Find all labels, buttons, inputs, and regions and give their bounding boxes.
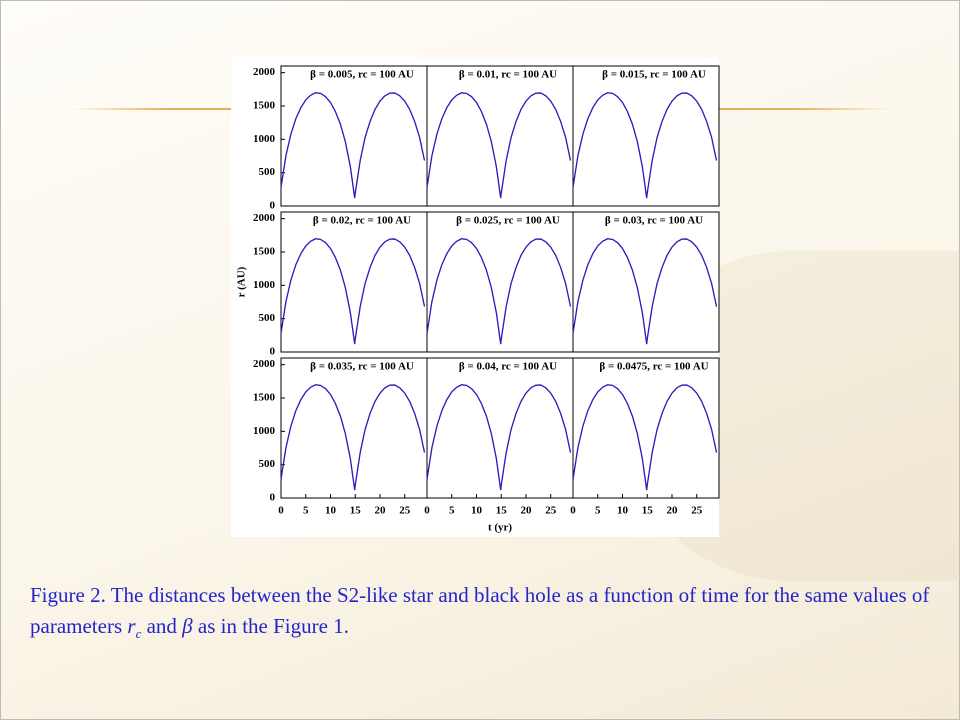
y-tick-label: 1500 <box>253 246 276 258</box>
panel-title: β = 0.03, rc = 100 AU <box>605 215 703 227</box>
y-tick-label: 0 <box>270 492 276 504</box>
panel-title: β = 0.015, rc = 100 AU <box>602 69 706 81</box>
y-axis-label: r (AU) <box>236 266 248 297</box>
y-tick-label: 1000 <box>253 133 276 145</box>
caption-text: as in the Figure 1. <box>192 614 349 638</box>
data-line <box>280 384 426 491</box>
data-line <box>280 238 426 345</box>
y-tick-label: 500 <box>259 312 276 324</box>
y-tick-label: 1500 <box>253 100 276 112</box>
panel-title: β = 0.035, rc = 100 AU <box>310 361 414 373</box>
x-tick-label: 0 <box>570 505 576 517</box>
data-line <box>572 238 718 345</box>
x-tick-label: 5 <box>449 505 455 517</box>
panel-title: β = 0.005, rc = 100 AU <box>310 69 414 81</box>
y-tick-label: 500 <box>259 458 276 470</box>
x-tick-label: 0 <box>424 505 430 517</box>
x-tick-label: 15 <box>496 505 508 517</box>
x-tick-label: 5 <box>303 505 309 517</box>
figure-background <box>231 57 719 537</box>
x-tick-label: 20 <box>520 505 532 517</box>
y-tick-label: 2000 <box>253 66 276 78</box>
x-tick-label: 10 <box>617 505 629 517</box>
x-tick-label: 25 <box>545 505 557 517</box>
caption-text: and <box>141 614 183 638</box>
x-tick-label: 25 <box>691 505 703 517</box>
x-axis-label: t (yr) <box>488 522 512 534</box>
data-line <box>426 92 572 199</box>
x-tick-label: 20 <box>374 505 386 517</box>
panel-title: β = 0.04, rc = 100 AU <box>459 361 557 373</box>
x-tick-label: 25 <box>399 505 411 517</box>
panel-frame <box>572 357 720 499</box>
panel-title: β = 0.0475, rc = 100 AU <box>599 361 708 373</box>
y-tick-label: 500 <box>259 166 276 178</box>
y-tick-label: 0 <box>270 346 276 358</box>
y-tick-label: 1000 <box>253 279 276 291</box>
x-tick-label: 10 <box>325 505 337 517</box>
data-line <box>572 92 718 199</box>
y-tick-label: 2000 <box>253 358 276 370</box>
data-line <box>280 92 426 199</box>
y-tick-label: 1000 <box>253 425 276 437</box>
panel-title: β = 0.025, rc = 100 AU <box>456 215 560 227</box>
panel-title: β = 0.02, rc = 100 AU <box>313 215 411 227</box>
data-line <box>426 238 572 345</box>
x-tick-label: 15 <box>642 505 654 517</box>
panel-frame <box>572 65 720 207</box>
caption-subscript: c <box>135 626 142 642</box>
caption-symbol: β <box>182 614 193 638</box>
caption: Figure 2. The distances between the S2-l… <box>30 580 940 649</box>
panel-title: β = 0.01, rc = 100 AU <box>459 69 557 81</box>
y-tick-label: 0 <box>270 200 276 212</box>
x-tick-label: 0 <box>278 505 284 517</box>
panel-frame <box>572 211 720 353</box>
y-tick-label: 2000 <box>253 212 276 224</box>
x-tick-label: 5 <box>595 505 601 517</box>
x-tick-label: 10 <box>471 505 483 517</box>
y-tick-label: 1500 <box>253 392 276 404</box>
caption-symbol: r <box>127 614 136 638</box>
x-tick-label: 20 <box>666 505 678 517</box>
x-tick-label: 15 <box>350 505 362 517</box>
caption-text: Figure 2. The distances between the S2-l… <box>30 583 930 638</box>
data-line <box>572 384 718 491</box>
data-line <box>426 384 572 491</box>
